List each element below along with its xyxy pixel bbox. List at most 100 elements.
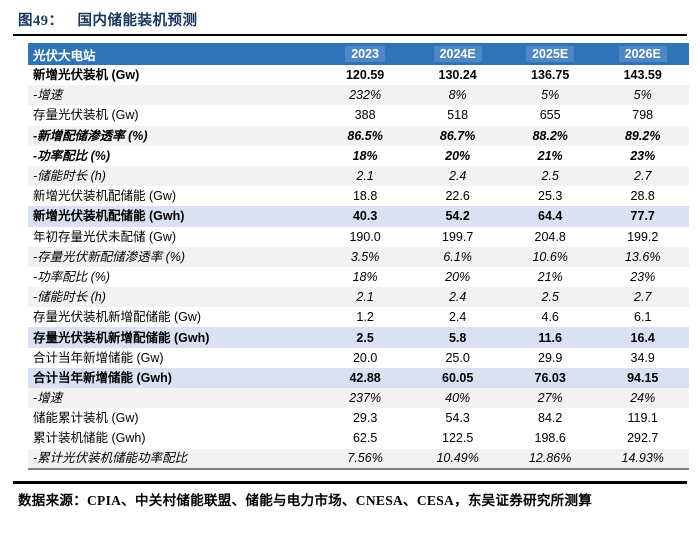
row-label: 合计当年新增储能 (Gw) (33, 350, 164, 365)
figure-title: 国内储能装机预测 (77, 12, 198, 29)
row-value: 3.5% (350, 249, 380, 264)
row-value: 8% (448, 88, 467, 103)
row-value: 122.5 (442, 431, 474, 446)
row-value: 10.6% (532, 249, 568, 264)
row-value: 25.3 (538, 189, 563, 204)
row-value: 2.5 (541, 290, 559, 305)
row-label: 累计装机储能 (Gwh) (33, 431, 146, 446)
row-value: 86.7% (439, 128, 476, 143)
row-value: 13.6% (624, 249, 661, 264)
row-label: 合计当年新增储能 (Gwh) (33, 370, 172, 385)
table-row: -累计光伏装机储能功率配比 7.56% 10.49% 12.86% 14.93% (28, 448, 689, 470)
row-value: 2.4 (448, 290, 467, 305)
row-label: 年初存量光伏未配储 (Gw) (33, 229, 177, 244)
row-value: 2.5 (356, 330, 374, 345)
year-chip: 2024E (433, 46, 482, 62)
row-value: 2.4 (448, 169, 467, 184)
table-corner-label: 光伏大电站 (28, 43, 319, 65)
row-label: -功率配比 (%) (33, 148, 111, 163)
row-value: 2.1 (356, 290, 374, 305)
table-row: -功率配比 (%) 18% 20% 21% 23% (28, 145, 689, 166)
row-value: 84.2 (538, 411, 563, 426)
table-row: -功率配比 (%) 18% 20% 21% 23% (28, 266, 689, 288)
row-value: 34.9 (630, 350, 655, 365)
row-value: 232% (349, 88, 382, 103)
row-label: 储能累计装机 (Gw) (33, 411, 139, 426)
year-chip: 2026E (618, 46, 667, 62)
row-value: 28.8 (630, 189, 655, 204)
row-value: 29.3 (352, 411, 378, 426)
row-value: 5% (541, 88, 560, 103)
row-value: 655 (539, 108, 561, 123)
table-body: 新增光伏装机 (Gw) 120.59 130.24 136.75 143.59 -增速 23… (28, 65, 689, 470)
row-label: 新增光伏装机配储能 (Gw) (33, 189, 177, 204)
forecast-table: 光伏大电站 2023 2024E 2025E 2026E 新增光伏装机 (Gw) 120… (28, 43, 689, 470)
row-value: 199.7 (442, 229, 474, 244)
row-value: 518 (447, 108, 469, 123)
table-row: 存量光伏装机新增配储能 (Gw) 1.2 2.4 4.6 6.1 (28, 307, 689, 328)
row-value: 2.5 (541, 169, 559, 184)
row-value: 10.49% (411, 448, 504, 470)
row-value: 4.6 (541, 310, 559, 325)
row-value: 76.03 (534, 370, 566, 385)
row-value: 88.2% (532, 128, 568, 143)
row-value: 23% (630, 148, 656, 163)
table-row: 储能累计装机 (Gw) 29.3 54.3 84.2 119.1 (28, 408, 689, 429)
column-header-2023: 2023 (318, 43, 412, 65)
figure-number: 图49： (18, 12, 64, 29)
row-value: 798 (632, 108, 654, 123)
row-value: 5.8 (448, 330, 467, 345)
row-label: -增速 (33, 391, 63, 406)
row-value: 20.0 (352, 350, 378, 365)
row-value: 2.1 (356, 169, 374, 184)
table-row: 合计当年新增储能 (Gw) 20.0 25.0 29.9 34.9 (28, 347, 689, 368)
table-row: 新增光伏装机配储能 (Gw) 18.8 22.6 25.3 28.8 (28, 186, 689, 207)
row-value: 86.5% (347, 128, 383, 143)
row-value: 40.3 (352, 209, 378, 224)
row-label: -累计光伏装机储能功率配比 (28, 448, 319, 470)
table-row: -增速 237% 40% 27% 24% (28, 388, 689, 409)
row-value: 1.2 (356, 310, 374, 325)
row-label: -储能时长 (h) (33, 290, 106, 305)
row-value: 16.4 (630, 330, 655, 345)
row-value: 89.2% (624, 128, 661, 143)
table-row: -增速 232% 8% 5% 5% (28, 85, 689, 106)
row-value: 18% (352, 148, 378, 163)
row-value: 204.8 (534, 229, 566, 244)
row-value: 27% (537, 391, 563, 406)
row-value: 237% (349, 391, 382, 406)
row-value: 6.1 (634, 310, 652, 325)
row-value: 2.7 (634, 169, 652, 184)
footer-divider (13, 480, 687, 484)
column-header-2026E: 2026E (596, 43, 689, 65)
row-value: 22.6 (445, 189, 470, 204)
table-row: 年初存量光伏未配储 (Gw) 190.0 199.7 204.8 199.2 (28, 226, 689, 247)
row-value: 130.24 (438, 68, 477, 83)
table-row: 新增光伏装机配储能 (Gwh) 40.3 54.2 64.4 77.7 (28, 206, 689, 227)
row-label: -存量光伏新配储渗透率 (%) (33, 249, 186, 264)
row-value: 23% (630, 269, 656, 284)
row-label: -新增配储渗透率 (%) (33, 128, 148, 143)
row-value: 20% (445, 148, 471, 163)
row-value: 7.56% (318, 448, 412, 470)
row-value: 29.9 (538, 350, 563, 365)
row-label: -功率配比 (%) (33, 269, 111, 284)
row-value: 18% (352, 269, 378, 284)
row-value: 24% (630, 391, 656, 406)
row-value: 119.1 (627, 411, 658, 426)
row-value: 40% (445, 391, 471, 406)
row-value: 77.7 (630, 209, 655, 224)
row-value: 21% (537, 269, 563, 284)
row-value: 18.8 (352, 189, 378, 204)
row-label: 新增光伏装机配储能 (Gwh) (33, 209, 185, 224)
table-row: -储能时长 (h) 2.1 2.4 2.5 2.7 (28, 165, 689, 187)
table-row: -存量光伏新配储渗透率 (%) 3.5% 6.1% 10.6% 13.6% (28, 246, 689, 267)
table-row: 存量光伏装机新增配储能 (Gwh) 2.5 5.8 11.6 16.4 (28, 327, 689, 348)
year-chip: 2025E (526, 46, 575, 62)
table-row: 累计装机储能 (Gwh) 62.5 122.5 198.6 292.7 (28, 428, 689, 449)
row-label: 存量光伏装机新增配储能 (Gwh) (33, 330, 210, 345)
table-row: 合计当年新增储能 (Gwh) 42.88 60.05 76.03 94.15 (28, 367, 689, 388)
table-row: -新增配储渗透率 (%) 86.5% 86.7% 88.2% 89.2% (28, 125, 689, 146)
row-value: 62.5 (352, 431, 378, 446)
